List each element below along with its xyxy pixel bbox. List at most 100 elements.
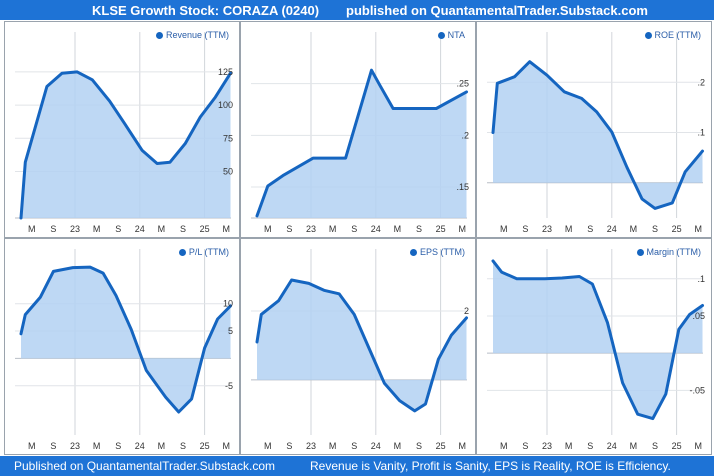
x-tick-label: M (93, 441, 101, 451)
y-tick-label: 5 (228, 326, 233, 336)
x-tick-label: S (587, 224, 593, 234)
nta-legend-label: NTA (447, 30, 465, 40)
x-tick-label: 25 (436, 224, 446, 234)
x-tick-label: M (458, 224, 466, 234)
x-tick-label: 24 (607, 224, 617, 234)
y-tick-label: 10 (223, 299, 233, 309)
series-line (19, 265, 232, 414)
legend-dot-icon (155, 31, 163, 39)
x-tick-label: 24 (371, 441, 381, 451)
series-area (21, 267, 231, 412)
roe-plot: .1 .2 M S 23 M S 24 M S 25 M (487, 32, 705, 234)
y-tick-label: .1 (697, 274, 705, 284)
x-tick-label: S (50, 224, 56, 234)
x-tick-label: S (180, 224, 186, 234)
x-tick-label: S (286, 441, 292, 451)
x-tick-label: S (522, 441, 528, 451)
x-tick-label: 25 (436, 441, 446, 451)
x-tick-label: S (652, 224, 658, 234)
x-tick-label: M (394, 224, 402, 234)
x-tick-label: M (158, 441, 166, 451)
series-area (257, 70, 467, 218)
x-tick-label: S (351, 224, 357, 234)
legend-dot-icon (437, 31, 445, 39)
y-tick-label: .25 (456, 79, 469, 89)
series-area (257, 280, 467, 411)
legend-dot-icon (636, 248, 644, 256)
revenue-plot: 50 75 100 125 M S 23 M S 24 M S 25 M (15, 32, 233, 234)
roe-legend: ROE (TTM) (644, 30, 701, 40)
eps-legend-label: EPS (TTM) (420, 247, 465, 257)
header-bar: KLSE Growth Stock: CORAZA (0240) publish… (0, 0, 714, 20)
x-tick-label: 23 (70, 441, 80, 451)
margin-plot: -.05 .05 .1 M S 23 M S 24 M S 25 M (487, 249, 705, 451)
series-line (19, 70, 232, 220)
y-tick-label: 50 (223, 167, 233, 177)
x-tick-label: M (565, 441, 573, 451)
revenue-legend: Revenue (TTM) (155, 30, 229, 40)
x-tick-label: 23 (542, 441, 552, 451)
margin-legend: Margin (TTM) (636, 247, 701, 257)
x-tick-label: M (329, 441, 337, 451)
y-tick-label: .05 (692, 311, 705, 321)
y-tick-label: 2 (464, 306, 469, 316)
pl-legend: P/L (TTM) (178, 247, 229, 257)
y-tick-label: .1 (697, 128, 705, 138)
x-tick-label: S (50, 441, 56, 451)
eps-plot: 2 M S 23 M S 24 M S 25 M (251, 249, 469, 451)
nta-legend: NTA (437, 30, 465, 40)
x-tick-label: M (565, 224, 573, 234)
y-tick-label: -5 (225, 381, 233, 391)
x-tick-label: 23 (306, 224, 316, 234)
series-line (255, 278, 468, 413)
y-tick-label: 75 (223, 133, 233, 143)
legend-dot-icon (410, 248, 417, 256)
x-tick-label: M (264, 224, 272, 234)
y-tick-label: 125 (218, 67, 233, 77)
x-tick-label: S (351, 441, 357, 451)
x-tick-label: M (630, 224, 638, 234)
legend-dot-icon (644, 31, 652, 39)
x-tick-label: M (630, 441, 638, 451)
x-tick-label: M (158, 224, 166, 234)
nta-chart: .15 .2 .25 M S 23 M S 24 M S 25 M NTA (240, 21, 476, 238)
y-tick-label: .2 (461, 130, 469, 140)
x-tick-label: M (222, 224, 230, 234)
footer-bar: Published on QuantamentalTrader.Substack… (0, 456, 714, 476)
x-tick-label: 25 (200, 224, 210, 234)
x-tick-label: M (28, 224, 36, 234)
x-tick-label: S (416, 441, 422, 451)
footer-published: Published on QuantamentalTrader.Substack… (14, 459, 276, 473)
x-tick-label: 24 (135, 441, 145, 451)
x-tick-label: M (458, 441, 466, 451)
x-tick-label: S (416, 224, 422, 234)
series-area (21, 71, 231, 219)
x-tick-label: M (694, 441, 702, 451)
x-tick-label: 24 (371, 224, 381, 234)
margin-chart: -.05 .05 .1 M S 23 M S 24 M S 25 M Margin (TTM) (476, 238, 712, 455)
x-tick-label: M (222, 441, 230, 451)
x-tick-label: S (286, 224, 292, 234)
x-tick-label: 23 (542, 224, 552, 234)
x-tick-label: S (652, 441, 658, 451)
legend-dot-icon (178, 248, 186, 256)
x-tick-label: 23 (306, 441, 316, 451)
x-tick-label: M (93, 224, 101, 234)
x-tick-label: M (28, 441, 36, 451)
x-tick-label: M (500, 441, 508, 451)
series-area (493, 260, 703, 419)
x-tick-label: 24 (135, 224, 145, 234)
x-tick-label: 24 (607, 441, 617, 451)
x-tick-label: 23 (70, 224, 80, 234)
eps-chart: 2 M S 23 M S 24 M S 25 M EPS (TTM) (240, 238, 476, 455)
nta-plot: .15 .2 .25 M S 23 M S 24 M S 25 M (251, 32, 469, 234)
x-tick-label: S (522, 224, 528, 234)
pl-chart: -5 5 10 M S 23 M S 24 M S 25 M P/L (TTM) (4, 238, 240, 455)
x-tick-label: M (500, 224, 508, 234)
header-title: KLSE Growth Stock: CORAZA (0240) (92, 3, 320, 18)
series-line (255, 68, 468, 218)
series-line (491, 259, 704, 421)
x-tick-label: S (115, 224, 121, 234)
y-tick-label: .2 (697, 77, 705, 87)
x-tick-label: M (394, 441, 402, 451)
